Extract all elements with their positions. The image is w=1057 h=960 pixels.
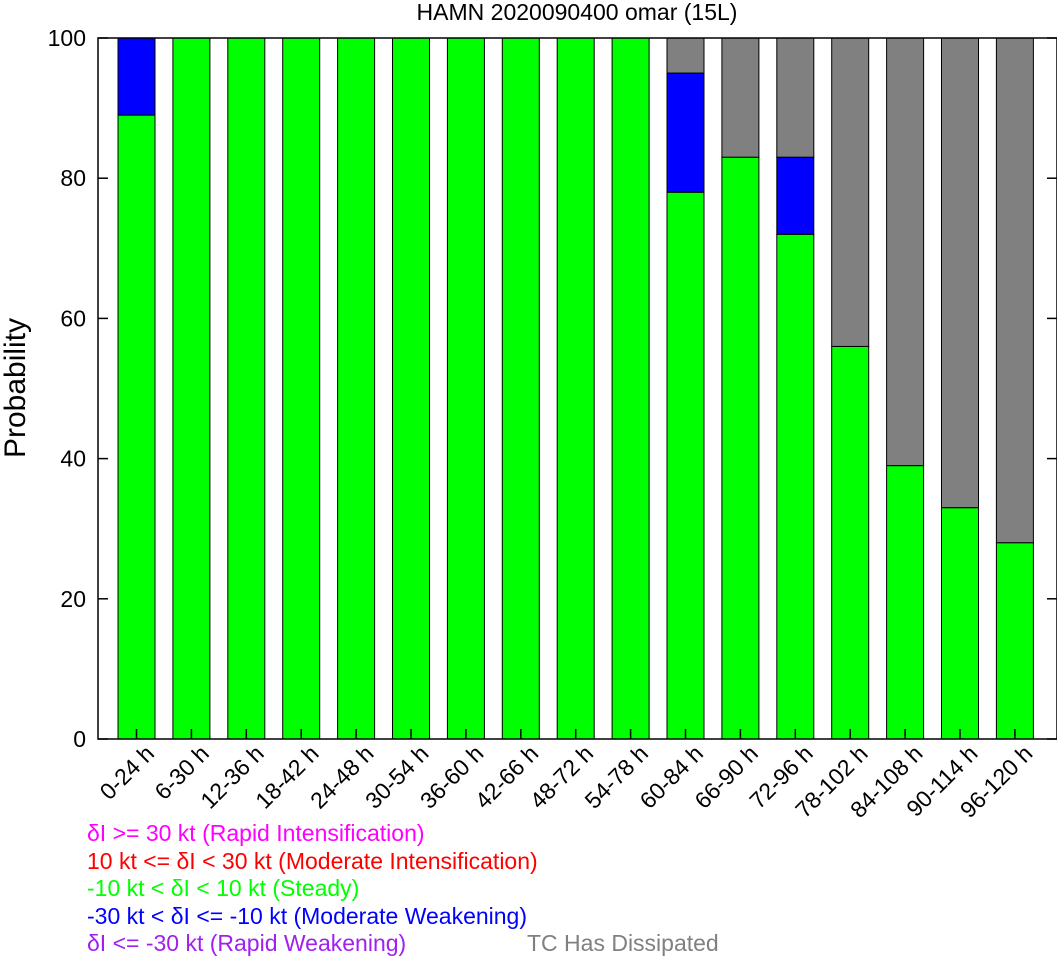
legend-item: -30 kt < δI <= -10 kt (Moderate Weakenin… xyxy=(87,902,528,929)
bar-segment xyxy=(172,37,211,740)
chart-title: HAMN 2020090400 omar (15L) xyxy=(417,0,738,25)
bar-segment xyxy=(941,37,979,509)
bar-segment xyxy=(666,72,705,193)
bar-segment xyxy=(501,37,540,740)
bar-segment xyxy=(995,542,1034,740)
bar-segment xyxy=(776,37,815,158)
legend-item: 10 kt <= δI < 30 kt (Moderate Intensific… xyxy=(87,847,538,874)
bar-segment xyxy=(392,37,430,740)
x-tick-label: 0-24 h xyxy=(95,740,160,805)
bar-segment xyxy=(831,37,870,347)
y-tick-label: 40 xyxy=(60,446,86,472)
bar-segment xyxy=(776,156,815,235)
y-tick-label: 80 xyxy=(60,165,86,191)
bar-segment xyxy=(941,507,979,740)
plot-frame xyxy=(97,37,1057,740)
y-tick-label: 20 xyxy=(60,586,86,612)
bar-segment xyxy=(666,191,705,740)
bar-segment xyxy=(886,37,925,467)
bar-segment xyxy=(776,233,815,740)
bar-segment xyxy=(666,37,705,74)
y-axis: 0 20 40 60 80 100 xyxy=(48,25,1057,752)
y-tick-label: 60 xyxy=(60,305,86,331)
y-axis-label: Probability xyxy=(0,318,32,458)
bar-segment xyxy=(886,465,925,740)
y-tick-label: 0 xyxy=(73,726,86,752)
legend-item: δI >= 30 kt (Rapid Intensification) xyxy=(87,820,425,846)
bars xyxy=(117,37,1034,740)
x-axis: 0-24 h6-30 h12-36 h18-42 h24-48 h30-54 h… xyxy=(95,729,1037,823)
bar-segment xyxy=(721,37,760,158)
legend-item: -10 kt < δI < 10 kt (Steady) xyxy=(87,875,360,901)
y-tick-label: 100 xyxy=(48,25,86,51)
legend-item: δI <= -30 kt (Rapid Weakening) xyxy=(87,930,407,956)
bar-segment xyxy=(117,37,156,116)
bar-segment xyxy=(611,37,650,740)
legend-dissipated: TC Has Dissipated xyxy=(527,930,719,956)
bar-segment xyxy=(556,37,595,740)
bar-segment xyxy=(337,37,376,740)
bar-segment xyxy=(282,37,321,740)
bar-segment xyxy=(721,156,760,740)
bar-segment xyxy=(117,114,156,740)
bar-segment xyxy=(446,37,485,740)
bar-segment xyxy=(831,345,870,740)
bar-segment xyxy=(995,37,1034,544)
bar-segment xyxy=(227,37,266,740)
